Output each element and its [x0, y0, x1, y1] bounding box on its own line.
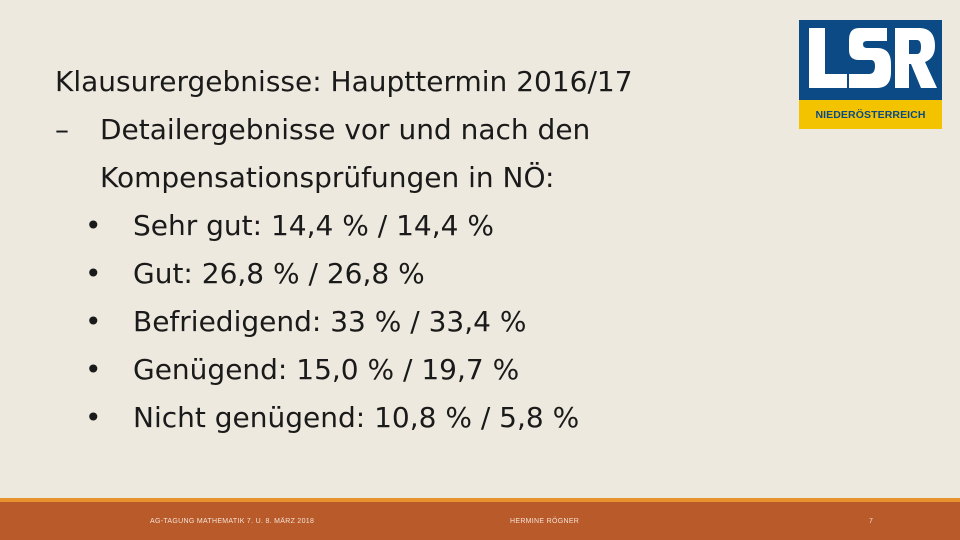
list-item: • Gut: 26,8 % / 26,8 % [55, 250, 775, 298]
list-item-text: Genügend: 15,0 % / 19,7 % [133, 353, 520, 386]
list-item-text: Gut: 26,8 % / 26,8 % [133, 257, 425, 290]
footer-event-text: AG-TAGUNG MATHEMATIK 7. U. 8. MÄRZ 2018 [150, 518, 315, 525]
footer-bar [0, 502, 960, 540]
list-item: • Nicht genügend: 10,8 % / 5,8 % [55, 394, 775, 442]
list-item: • Befriedigend: 33 % / 33,4 % [55, 298, 775, 346]
page-number: 7 [869, 518, 874, 525]
sub-heading-line-2: Kompensationsprüfungen in NÖ: [100, 161, 555, 194]
bullet-icon: • [85, 305, 102, 338]
bullet-icon: • [85, 353, 102, 386]
lsr-letters-icon [809, 28, 937, 88]
dash-marker: – [55, 113, 69, 146]
list-item: • Genügend: 15,0 % / 19,7 % [55, 346, 775, 394]
slide-title: Klausurergebnisse: Haupttermin 2016/17 [55, 65, 633, 98]
list-item-text: Nicht genügend: 10,8 % / 5,8 % [133, 401, 580, 434]
footer-accent-line [0, 498, 960, 502]
sub-heading-text-1: Detailergebnisse vor und nach den [100, 113, 591, 146]
list-item-text: Befriedigend: 33 % / 33,4 % [133, 305, 527, 338]
lsr-logo: NIEDERÖSTERREICH [799, 20, 942, 129]
bullet-icon: • [85, 401, 102, 434]
logo-subtitle-band: NIEDERÖSTERREICH [799, 100, 942, 129]
bullet-icon: • [85, 209, 102, 242]
bullet-icon: • [85, 257, 102, 290]
slide-content: Klausurergebnisse: Haupttermin 2016/17 –… [55, 58, 775, 442]
sub-heading-line-1: – Detailergebnisse vor und nach den [55, 106, 775, 154]
logo-subtitle: NIEDERÖSTERREICH [815, 108, 926, 121]
list-item: • Sehr gut: 14,4 % / 14,4 % [55, 202, 775, 250]
list-item-text: Sehr gut: 14,4 % / 14,4 % [133, 209, 494, 242]
footer-author-text: HERMINE RÖGNER [510, 518, 580, 525]
logo-mark [799, 20, 942, 100]
